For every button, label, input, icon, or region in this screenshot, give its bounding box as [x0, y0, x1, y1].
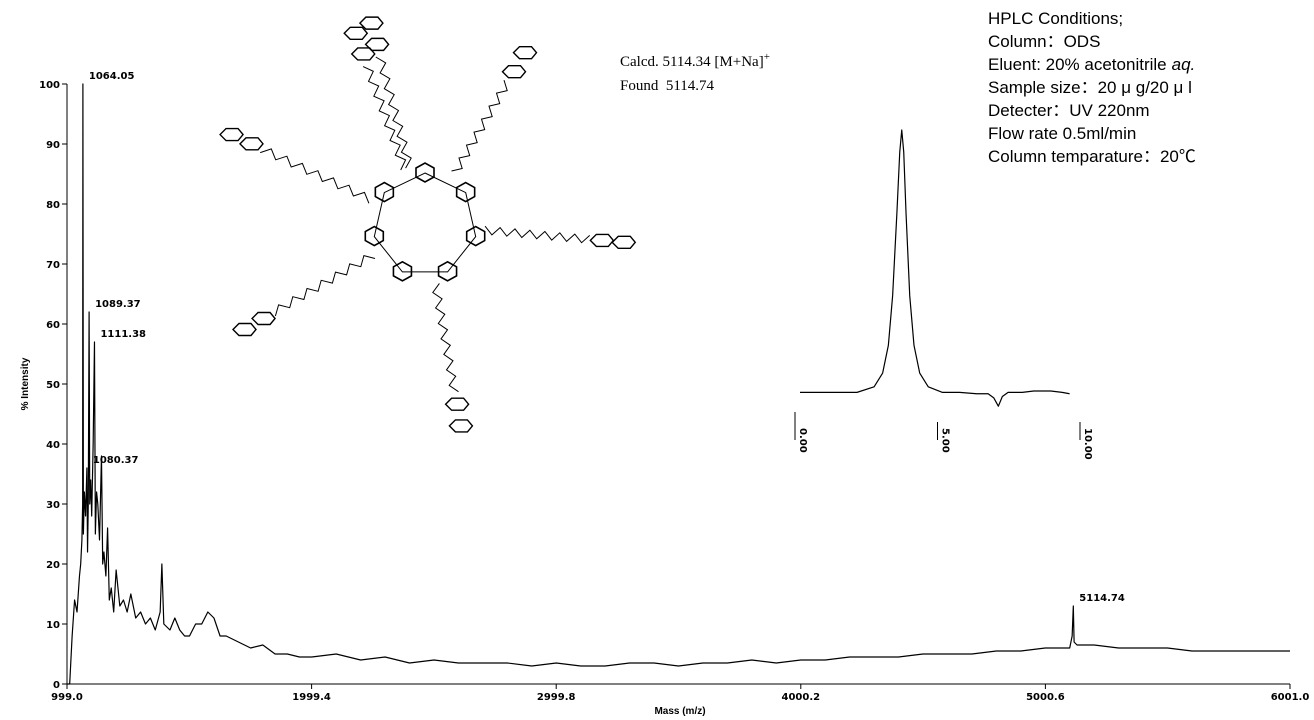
- peak-label: 1111.38: [100, 329, 146, 340]
- condition-italic: aq.: [1172, 55, 1196, 74]
- galactose-ring: [448, 419, 474, 433]
- condition-line: Eluent: 20% acetonitrile aq.: [988, 55, 1195, 74]
- x-tick-label: 10.00: [1082, 428, 1093, 460]
- galactose-ring: [232, 322, 257, 337]
- linker-chain: [484, 225, 591, 244]
- calcd-note: Calcd. 5114.34 [M+Na]+: [620, 51, 770, 70]
- found-note: Found 5114.74: [620, 78, 715, 94]
- condition-line: Column temparature：20℃: [988, 147, 1196, 166]
- galactose-ring: [364, 37, 390, 52]
- condition-text: HPLC Conditions;: [988, 9, 1123, 28]
- linker-chain: [362, 66, 407, 171]
- galactose-ring: [343, 26, 369, 41]
- peak-label: 1064.05: [89, 71, 135, 82]
- linker-chain: [274, 254, 376, 317]
- calcd-sup: +: [764, 51, 770, 63]
- x-tick-label: 4000.2: [782, 692, 821, 703]
- y-tick-label: 10: [46, 620, 60, 631]
- galactose-ring: [219, 127, 244, 142]
- y-axis-label: % Intensity: [20, 357, 31, 410]
- x-tick-label: 1999.4: [292, 692, 331, 703]
- sugar-ring: [437, 260, 458, 282]
- data-line: [800, 129, 1070, 407]
- x-tick-label: 6001.0: [1271, 692, 1310, 703]
- y-tick-label: 60: [46, 320, 60, 331]
- linker-chain: [260, 148, 370, 204]
- galactose-ring: [358, 16, 384, 30]
- y-tick-label: 90: [46, 140, 60, 151]
- condition-text: Column temparature：20℃: [988, 147, 1196, 166]
- galactose-ring: [350, 47, 376, 61]
- condition-line: Sample size：20 μ g/20 μ l: [988, 78, 1192, 97]
- galactose-ring: [238, 137, 264, 151]
- condition-text: Detecter：UV 220nm: [988, 101, 1150, 120]
- conditions: HPLC Conditions; Column：ODS Eluent: 20% ac…: [988, 9, 1196, 166]
- peak-label: 1080.37: [93, 455, 139, 466]
- data-line: [67, 83, 1290, 685]
- y-tick-label: 20: [46, 560, 60, 571]
- y-tick-label: 40: [46, 440, 60, 451]
- x-tick-label: 0.00: [797, 428, 808, 453]
- galactose-ring: [251, 311, 276, 326]
- calcd-text: Calcd. 5114.34 [M+Na]: [620, 54, 764, 70]
- peak-label: 5114.74: [1079, 593, 1125, 604]
- galactose-ring: [512, 45, 538, 60]
- x-tick-label: 2999.8: [537, 692, 576, 703]
- condition-text: Eluent: 20% acetonitrile: [988, 55, 1167, 74]
- condition-text: Column：ODS: [988, 32, 1100, 51]
- y-tick-label: 100: [39, 80, 60, 91]
- sugar-ring: [465, 225, 486, 247]
- linker-chain: [375, 56, 412, 169]
- linker-chain: [451, 79, 508, 172]
- condition-line: HPLC Conditions;: [988, 9, 1123, 28]
- x-tick-label: 5000.6: [1026, 692, 1065, 703]
- galactose-ring: [589, 233, 615, 248]
- condition-line: Flow rate 0.5ml/min: [988, 124, 1136, 143]
- condition-text: Flow rate 0.5ml/min: [988, 124, 1136, 143]
- sugar-ring: [374, 181, 395, 203]
- peak-label: 1089.37: [95, 299, 141, 310]
- molecule-structure: [219, 16, 637, 433]
- linker-chain: [432, 283, 459, 393]
- y-tick-label: 30: [46, 500, 60, 511]
- y-tick-label: 50: [46, 380, 60, 391]
- y-tick-label: 80: [46, 200, 60, 211]
- sugar-ring: [392, 260, 413, 282]
- y-tick-label: 70: [46, 260, 60, 271]
- condition-line: Column：ODS: [988, 32, 1100, 51]
- galactose-ring: [444, 397, 470, 411]
- x-tick-label: 5.00: [940, 428, 951, 453]
- sugar-ring: [364, 225, 385, 247]
- x-tick-label: 999.0: [51, 692, 83, 703]
- condition-text: Sample size：20 μ g/20 μ l: [988, 78, 1192, 97]
- y-tick-label: 0: [53, 680, 60, 691]
- condition-line: Detecter：UV 220nm: [988, 101, 1150, 120]
- sugar-ring: [455, 181, 476, 203]
- macrocycle: [373, 172, 477, 273]
- galactose-ring: [611, 235, 637, 250]
- galactose-ring: [501, 65, 527, 79]
- x-axis-label: Mass (m/z): [654, 706, 705, 717]
